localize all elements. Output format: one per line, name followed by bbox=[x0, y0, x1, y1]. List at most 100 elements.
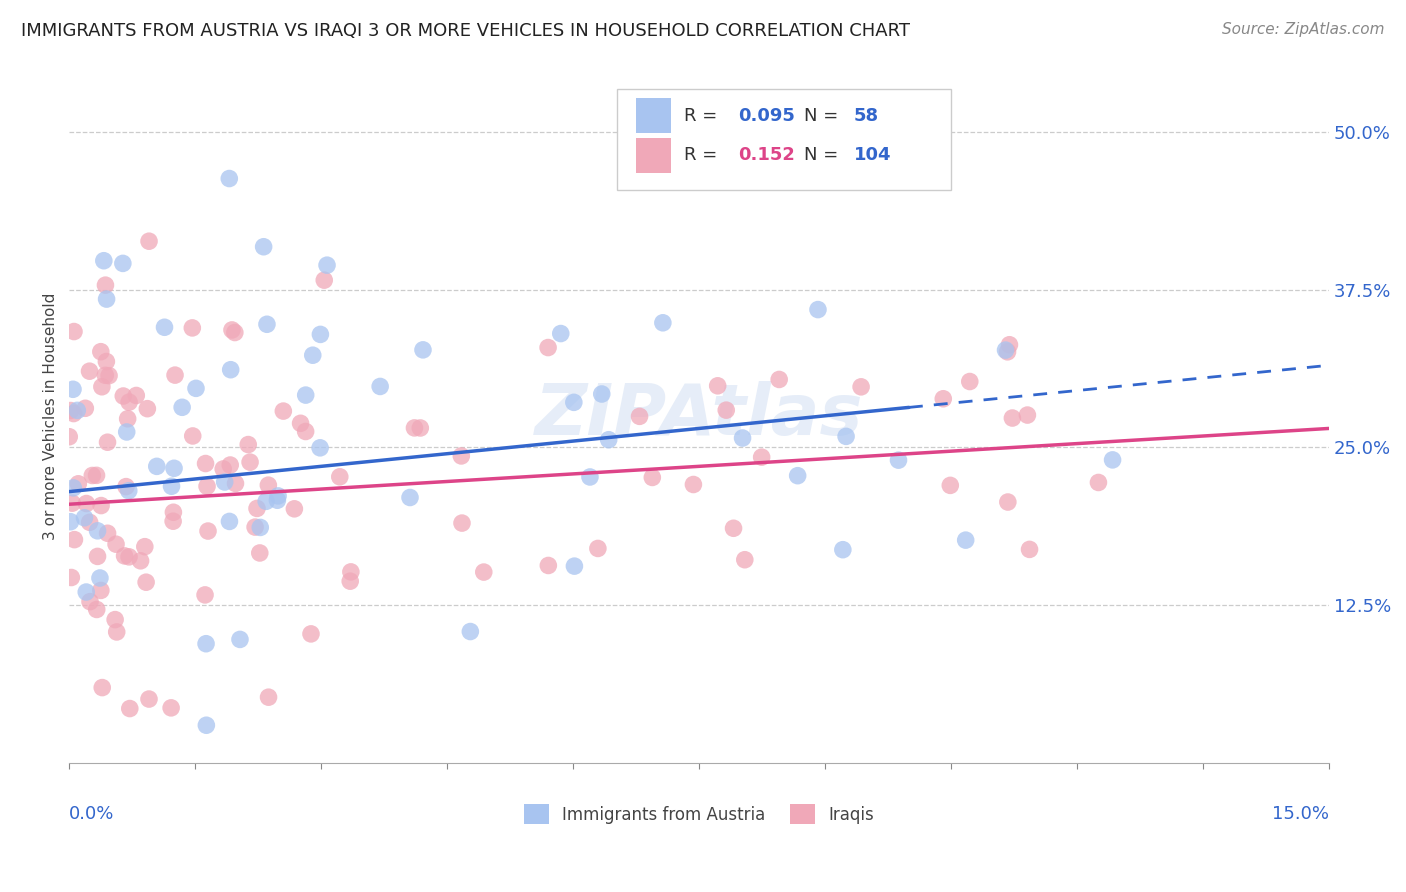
Point bbox=[135, 575, 157, 590]
Point bbox=[994, 343, 1017, 357]
Point bbox=[786, 468, 808, 483]
Point bbox=[562, 395, 585, 409]
Point bbox=[105, 537, 128, 551]
Point bbox=[224, 326, 246, 340]
Point bbox=[628, 409, 651, 424]
FancyBboxPatch shape bbox=[617, 89, 950, 190]
Point bbox=[1101, 453, 1123, 467]
Point bbox=[195, 718, 218, 732]
Point bbox=[114, 549, 136, 563]
Point bbox=[409, 421, 432, 435]
Point bbox=[93, 253, 115, 268]
Point bbox=[266, 493, 288, 508]
Point bbox=[751, 450, 773, 465]
FancyBboxPatch shape bbox=[636, 138, 671, 173]
Point bbox=[792, 154, 814, 169]
Point bbox=[253, 240, 276, 254]
Point bbox=[591, 387, 613, 401]
Point bbox=[59, 515, 82, 529]
Text: 0.095: 0.095 bbox=[738, 107, 794, 125]
Point bbox=[62, 382, 84, 396]
FancyBboxPatch shape bbox=[636, 98, 671, 133]
Point bbox=[831, 542, 853, 557]
Point bbox=[586, 541, 609, 556]
Point bbox=[997, 495, 1019, 509]
Point bbox=[86, 468, 108, 483]
Point bbox=[118, 701, 141, 715]
Point bbox=[112, 389, 135, 403]
Point bbox=[181, 321, 204, 335]
Point bbox=[243, 520, 266, 534]
Point bbox=[86, 524, 108, 538]
Point bbox=[118, 483, 141, 498]
Point bbox=[598, 433, 620, 447]
Point bbox=[172, 401, 194, 415]
Point bbox=[238, 437, 260, 451]
Point bbox=[723, 521, 745, 535]
Point bbox=[60, 570, 83, 584]
Point bbox=[66, 403, 89, 417]
Text: Source: ZipAtlas.com: Source: ZipAtlas.com bbox=[1222, 22, 1385, 37]
Point bbox=[218, 171, 240, 186]
Point bbox=[134, 540, 156, 554]
Point bbox=[564, 559, 586, 574]
Text: N =: N = bbox=[804, 146, 844, 164]
Point bbox=[138, 234, 160, 248]
Point bbox=[195, 479, 218, 493]
Point bbox=[89, 571, 111, 585]
Point bbox=[706, 379, 728, 393]
Point bbox=[94, 278, 117, 293]
Text: N =: N = bbox=[804, 107, 844, 125]
Point bbox=[79, 516, 101, 530]
Point bbox=[62, 407, 84, 421]
Point bbox=[682, 477, 704, 491]
Point bbox=[153, 320, 176, 334]
Point bbox=[181, 429, 204, 443]
Point bbox=[105, 624, 128, 639]
Point bbox=[309, 441, 332, 455]
Point bbox=[768, 372, 790, 386]
Point bbox=[75, 585, 97, 599]
Point bbox=[162, 514, 184, 528]
Text: 0.0%: 0.0% bbox=[69, 805, 115, 822]
Point bbox=[184, 381, 207, 395]
Point bbox=[194, 588, 217, 602]
Point bbox=[641, 470, 664, 484]
Point bbox=[239, 455, 262, 469]
Point bbox=[96, 435, 118, 450]
Point bbox=[129, 554, 152, 568]
Point bbox=[450, 449, 472, 463]
Y-axis label: 3 or more Vehicles in Household: 3 or more Vehicles in Household bbox=[44, 293, 58, 540]
Point bbox=[118, 395, 141, 409]
Point bbox=[91, 681, 114, 695]
Point bbox=[267, 489, 290, 503]
Point bbox=[290, 417, 312, 431]
Text: R =: R = bbox=[683, 146, 723, 164]
Point bbox=[460, 624, 482, 639]
Point bbox=[214, 475, 236, 489]
Point bbox=[138, 692, 160, 706]
Point bbox=[162, 505, 184, 519]
Point bbox=[229, 632, 252, 647]
Point bbox=[959, 375, 981, 389]
Point bbox=[887, 453, 910, 467]
Point bbox=[97, 526, 120, 541]
Point bbox=[136, 401, 159, 416]
Point bbox=[160, 701, 183, 715]
Point bbox=[1001, 411, 1024, 425]
Point bbox=[111, 256, 134, 270]
Point bbox=[60, 496, 83, 510]
Point bbox=[246, 501, 269, 516]
Point bbox=[314, 273, 336, 287]
Point bbox=[249, 520, 271, 534]
Point bbox=[75, 497, 97, 511]
Point bbox=[451, 516, 474, 530]
Point bbox=[340, 565, 363, 579]
Point bbox=[472, 565, 495, 579]
Point bbox=[224, 476, 246, 491]
Point bbox=[73, 510, 96, 524]
Text: 15.0%: 15.0% bbox=[1272, 805, 1329, 822]
Point bbox=[118, 549, 141, 564]
Point bbox=[63, 325, 86, 339]
Point bbox=[997, 344, 1019, 359]
